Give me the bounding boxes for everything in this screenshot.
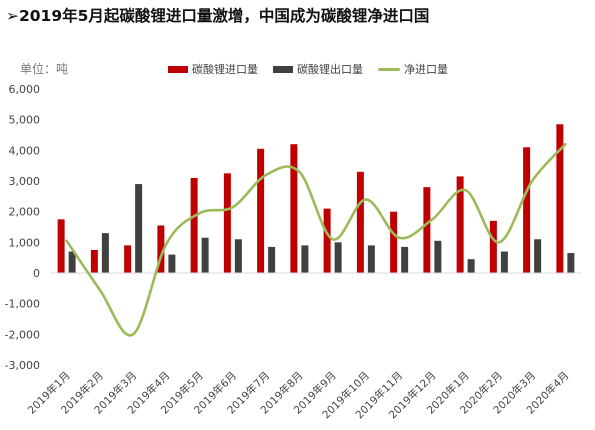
- bar-import: [157, 225, 165, 273]
- bar-import: [90, 250, 98, 273]
- y-tick-label: 1,000: [9, 236, 41, 249]
- legend-swatch-export: [273, 65, 293, 73]
- bar-export: [268, 246, 276, 273]
- bar-export: [101, 233, 109, 273]
- bar-import: [556, 124, 564, 274]
- legend-label-net: 净进口量: [404, 63, 448, 76]
- bar-export: [168, 254, 176, 273]
- bar-export: [567, 253, 575, 273]
- y-tick-label: 2,000: [9, 206, 41, 219]
- bar-import: [356, 171, 364, 273]
- net-import-line: [65, 142, 567, 337]
- chart-legend: 碳酸锂进口量 碳酸锂出口量 净进口量: [168, 61, 463, 77]
- legend-swatch-import: [168, 65, 188, 73]
- bar-export: [234, 239, 242, 273]
- y-tick-label: -2,000: [5, 328, 40, 341]
- bars-layer: [57, 124, 575, 274]
- bar-export: [500, 251, 508, 273]
- bar-import: [223, 173, 231, 273]
- legend-item-import: 碳酸锂进口量: [168, 61, 258, 77]
- bar-export: [301, 245, 309, 273]
- bar-import: [290, 144, 298, 273]
- bar-export: [401, 246, 409, 273]
- legend-label-export: 碳酸锂出口量: [297, 63, 363, 76]
- y-tick-label: 4,000: [9, 144, 41, 157]
- bar-import: [390, 211, 398, 273]
- legend-item-export: 碳酸锂出口量: [273, 61, 363, 77]
- y-tick-label: 5,000: [9, 114, 41, 127]
- bar-import: [456, 176, 464, 273]
- y-tick-label: 6,000: [9, 83, 41, 96]
- bar-export: [201, 237, 209, 273]
- x-axis: 2019年1月2019年2月2019年3月2019年4月2019年5月2019年…: [25, 369, 571, 421]
- bar-import: [523, 147, 531, 273]
- legend-item-net: 净进口量: [378, 61, 448, 77]
- bar-import: [489, 220, 497, 273]
- bar-export: [367, 245, 375, 273]
- y-tick-label: 3,000: [9, 175, 41, 188]
- chart-title: ➢2019年5月起碳酸锂进口量激增，中国成为碳酸锂净进口国: [6, 7, 430, 25]
- bar-export: [434, 240, 442, 273]
- bar-import: [57, 219, 65, 273]
- bar-import: [323, 208, 331, 273]
- y-tick-label: 0: [33, 267, 40, 280]
- bar-export: [467, 259, 475, 273]
- bar-import: [124, 245, 132, 273]
- y-axis: -3,000 -2,000 -1,000 0 1,000 2,000 3,000 4,000 5…: [5, 83, 40, 372]
- bar-import: [423, 187, 431, 273]
- y-tick-label: -3,000: [5, 359, 40, 372]
- unit-label: 单位：吨: [20, 62, 69, 76]
- legend-label-import: 碳酸锂进口量: [192, 63, 258, 76]
- bar-export: [135, 184, 143, 273]
- bar-export: [334, 242, 342, 273]
- bar-import: [257, 148, 265, 273]
- legend-swatch-net: [378, 67, 400, 71]
- bar-import: [190, 177, 198, 273]
- y-tick-label: -1,000: [5, 298, 40, 311]
- bar-export: [68, 251, 76, 273]
- net-import-line-layer: [65, 142, 567, 337]
- bar-export: [534, 239, 542, 273]
